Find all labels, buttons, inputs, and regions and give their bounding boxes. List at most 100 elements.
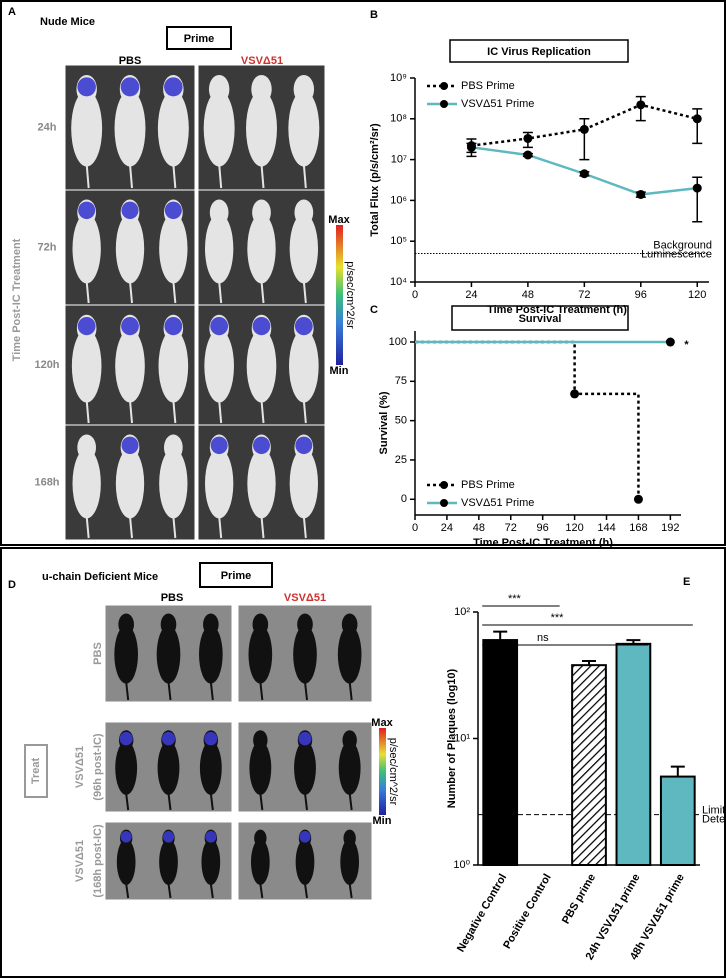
signal — [210, 436, 228, 455]
mouse-body — [201, 838, 221, 886]
x-tick-label: PBS prime — [560, 872, 598, 926]
mouse-tail — [302, 400, 307, 424]
mouse-body — [72, 213, 101, 284]
mouse-body — [247, 448, 276, 519]
x-tick-label: 192 — [661, 522, 679, 534]
mouse-body — [340, 838, 360, 886]
colorbar-max: Max — [328, 214, 350, 226]
mouse-body — [204, 213, 234, 284]
mouse-body — [159, 213, 188, 284]
signal — [119, 731, 133, 746]
colorbar-unit: p/sec/cm^2/sr — [344, 261, 356, 329]
mouse-tail — [85, 281, 90, 304]
panel-frame — [0, 547, 726, 978]
bar — [659, 775, 696, 867]
mouse-tail — [259, 883, 264, 899]
legend-label: VSVΔ51 Prime — [461, 497, 534, 509]
y-tick-label: 10⁶ — [390, 194, 407, 206]
mouse-tail — [260, 400, 265, 424]
mouse-tail — [85, 164, 90, 189]
mouse-tail — [260, 164, 265, 189]
mouse-tail — [304, 681, 308, 701]
mouse-tail — [167, 681, 172, 701]
legend-marker — [440, 499, 448, 507]
y-axis-label: Number of Plaques (log10) — [446, 668, 458, 808]
data-point — [523, 150, 533, 160]
mouse-body — [159, 838, 178, 886]
mouse-tail — [259, 793, 264, 811]
mouse-head — [160, 613, 177, 636]
y-tick-label: 10⁷ — [391, 154, 407, 166]
mouse-tail — [302, 281, 307, 304]
mouse-head — [253, 730, 268, 751]
mouse-tail — [167, 793, 172, 811]
x-tick-label: 24 — [441, 522, 453, 534]
error-bar — [626, 639, 641, 644]
mouse-head — [77, 434, 97, 461]
data-point — [523, 133, 533, 143]
series-line — [415, 340, 640, 500]
mouse-body — [289, 329, 319, 403]
mouse-body — [289, 448, 319, 519]
signal — [298, 731, 312, 746]
title-box — [449, 39, 629, 63]
panel-letter: D — [8, 579, 16, 591]
mouse-body — [249, 741, 272, 795]
mouse-body — [246, 90, 277, 167]
mouse-head — [252, 613, 269, 636]
significance-label: *** — [508, 593, 522, 605]
x-tick-label: 0 — [412, 522, 418, 534]
signal — [120, 77, 140, 97]
chart-title: Survival — [519, 313, 562, 325]
mouse-tail — [172, 164, 177, 189]
mouse-body — [246, 329, 277, 403]
annotation: * — [684, 339, 689, 351]
mouse-tail — [209, 793, 214, 811]
column-label: PBS — [119, 55, 142, 67]
signal — [162, 831, 175, 843]
prime-label: Prime — [221, 570, 252, 582]
y-tick-label: 10⁰ — [453, 859, 470, 871]
data-point — [570, 389, 580, 399]
error-bar — [670, 765, 685, 777]
x-tick-label: Positive Control — [501, 872, 554, 951]
mouse-body — [71, 329, 102, 403]
mouse-head — [294, 199, 314, 226]
y-tick-label: 25 — [395, 454, 407, 466]
reference-label: Limit of — [702, 805, 726, 817]
mouse-head — [209, 199, 229, 226]
signal — [299, 831, 311, 843]
prime-box — [199, 562, 273, 588]
mouse-tail — [85, 516, 90, 539]
signal — [164, 316, 183, 336]
mouse-body — [288, 90, 320, 167]
side-label: Time Post-IC Treatment — [11, 238, 23, 361]
x-tick-label: 168 — [629, 522, 647, 534]
mouse-body — [204, 448, 234, 519]
mouse-tail — [218, 281, 223, 304]
row-label: PBS — [92, 642, 104, 665]
x-axis-label: Time Post-IC Treatment (h) — [487, 304, 627, 316]
signal — [120, 831, 132, 843]
y-tick-label: 75 — [395, 375, 407, 387]
mouse-head — [203, 613, 219, 636]
mouse-tail — [172, 516, 177, 539]
mouse-tail — [348, 883, 353, 899]
colorbar — [336, 225, 343, 365]
mouse-head — [163, 434, 183, 461]
mouse-body — [114, 90, 146, 167]
panel-title: Nude Mice — [40, 16, 95, 28]
chart-title: IC Virus Replication — [487, 46, 591, 58]
bar — [571, 664, 607, 866]
panel-title: u-chain Deficient Mice — [42, 571, 158, 583]
mouse-tail — [85, 400, 90, 424]
mouse-body — [338, 741, 361, 795]
x-tick-label: 96 — [635, 289, 647, 301]
signal — [121, 201, 139, 220]
mouse-tail — [218, 400, 223, 424]
mouse-tail — [260, 516, 265, 539]
signal — [161, 731, 176, 746]
error-bar — [692, 108, 703, 145]
mouse-tail — [218, 516, 223, 539]
panel-letter: A — [8, 6, 16, 18]
